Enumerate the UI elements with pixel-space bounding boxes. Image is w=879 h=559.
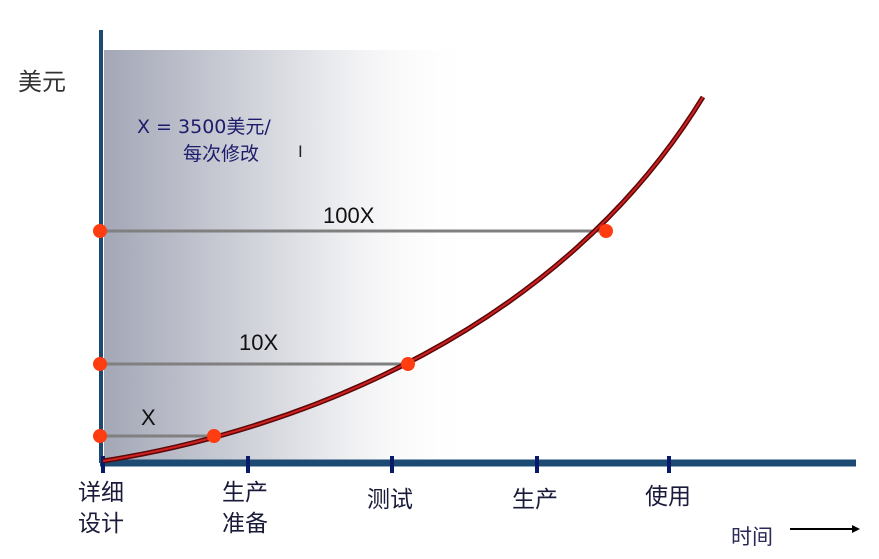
x-axis-label: 时间 bbox=[731, 525, 773, 549]
note-line2: 每次修改 bbox=[183, 143, 260, 165]
level-marker-axis bbox=[93, 429, 107, 443]
y-axis-label: 美元 bbox=[18, 68, 66, 96]
level-marker-curve bbox=[401, 357, 415, 371]
level-marker-curve bbox=[207, 429, 221, 443]
phase-label: 测试 bbox=[367, 487, 413, 513]
level-marker-axis bbox=[93, 357, 107, 371]
level-label-100x: 100X bbox=[323, 203, 375, 228]
cost-note: X = 3500美元/ 每次修改 bbox=[137, 114, 271, 168]
phase-label: 生产 bbox=[512, 487, 558, 513]
phase-label: 使用 bbox=[645, 484, 691, 510]
text-cursor-icon: I bbox=[298, 142, 303, 161]
phase-label: 详细 设计 bbox=[78, 480, 124, 537]
shaded-region bbox=[104, 50, 474, 460]
level-label-10x: 10X bbox=[239, 330, 279, 355]
level-marker-curve bbox=[599, 224, 613, 238]
level-label-x: X bbox=[141, 405, 156, 430]
time-arrow-head bbox=[852, 525, 860, 533]
note-line1: X = 3500美元/ bbox=[137, 116, 271, 138]
cost-curve-highlight bbox=[102, 96, 704, 462]
level-marker-axis bbox=[93, 224, 107, 238]
phase-label: 生产 准备 bbox=[222, 480, 268, 537]
